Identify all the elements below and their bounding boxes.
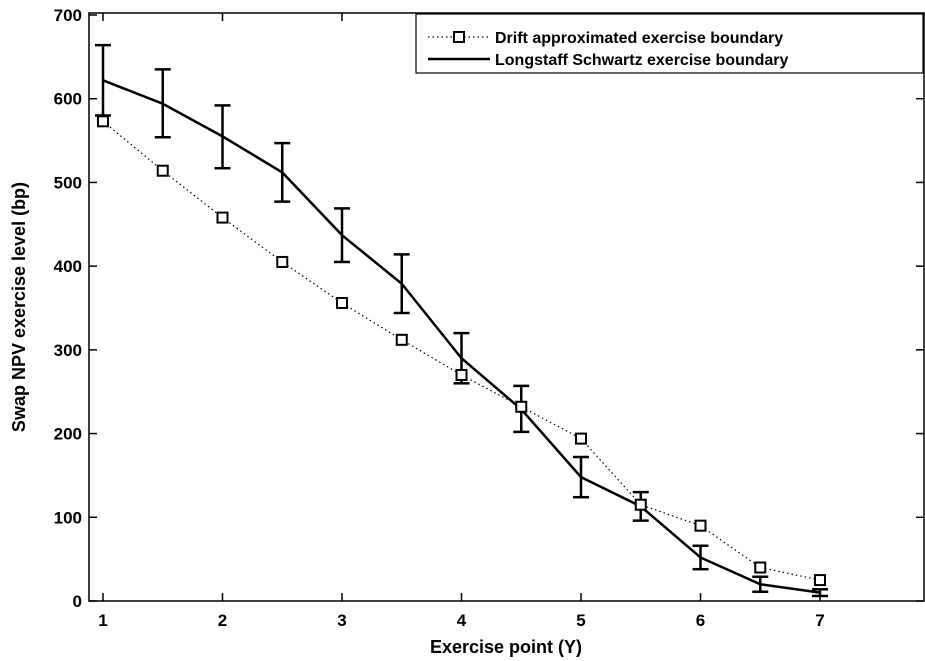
y-axis-label: Swap NPV exercise level (bp) [9, 182, 29, 432]
drift-square-marker [156, 164, 169, 177]
drift-square-marker [515, 400, 528, 413]
x-tick-label: 2 [218, 611, 227, 630]
y-tick-label: 700 [54, 6, 82, 25]
series-layer [95, 43, 828, 598]
x-tick-label: 6 [696, 611, 705, 630]
x-tick-label: 3 [337, 611, 346, 630]
drift-square-marker [276, 255, 289, 268]
drift-square-marker [575, 432, 587, 445]
x-tick-label: 1 [98, 611, 107, 630]
drift-square-marker [395, 333, 408, 346]
y-tick-label: 100 [54, 508, 82, 527]
drift-square-marker [634, 498, 647, 511]
y-tick-label: 500 [54, 173, 82, 192]
y-tick-label: 200 [54, 425, 82, 444]
drift-square-marker [216, 211, 229, 224]
y-tick-label: 300 [54, 341, 82, 360]
y-tick-label: 600 [54, 90, 82, 109]
tick-labels: 1 2 3 4 5 6 7 0 100 200 300 400 500 600 700 [54, 6, 825, 630]
legend: Drift approximated exercise boundary Lon… [415, 13, 924, 74]
drift-square-marker [754, 561, 767, 574]
x-tick-label: 4 [457, 611, 467, 630]
drift-square-marker [455, 368, 468, 381]
y-tick-label: 400 [54, 257, 82, 276]
x-axis-label: Exercise point (Y) [430, 637, 582, 657]
drift-square-marker [694, 519, 707, 532]
legend-label-drift: Drift approximated exercise boundary [495, 30, 783, 47]
legend-square-marker [453, 31, 465, 43]
legend-label-longstaff: Longstaff Schwartz exercise boundary [495, 52, 789, 69]
drift-square-marker [97, 115, 109, 128]
drift-square-marker [814, 574, 826, 587]
y-tick-label: 0 [73, 592, 82, 611]
x-tick-label: 5 [576, 611, 585, 630]
x-tick-label: 7 [815, 611, 824, 630]
legend-box [415, 13, 924, 74]
drift-square-marker [336, 296, 348, 309]
tick-marks [89, 13, 924, 602]
plot-frame [88, 12, 925, 602]
